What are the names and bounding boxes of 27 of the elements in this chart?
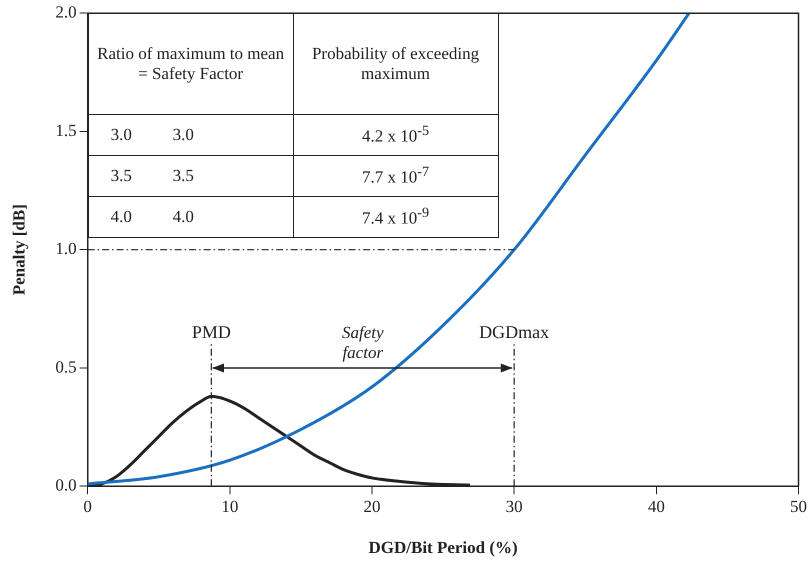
x-tick-label: 30 bbox=[506, 496, 523, 516]
annotation: Ratio of maximum to mean = Safety Factor bbox=[88, 14, 294, 115]
annotation: 3.0 bbox=[172, 125, 195, 146]
x-tick-label: 50 bbox=[790, 496, 807, 516]
annotation: 4.2 x 10$^{-5}$ bbox=[293, 114, 498, 156]
x-tick-label: 20 bbox=[363, 496, 380, 516]
x-tick-label: 40 bbox=[648, 496, 665, 516]
annotation: 7.4 x 10$^{-9}$ bbox=[293, 196, 498, 238]
y-axis-title: Penalty [dB] bbox=[10, 204, 29, 296]
ref-line-label: PMD bbox=[192, 322, 231, 342]
y-tick-label: 1.5 bbox=[55, 120, 77, 140]
y-tick-label: 0.0 bbox=[55, 476, 77, 495]
annotation: 4.0 bbox=[110, 206, 133, 227]
ref-line-label: DGDmax bbox=[479, 322, 550, 342]
annotation: Safety factor bbox=[342, 322, 384, 362]
annotation: 7.7 x 10$^{-7}$ bbox=[293, 156, 498, 196]
x-tick-label: 0 bbox=[83, 496, 92, 516]
annotation: 3.0 bbox=[110, 125, 133, 146]
annotation: 3.5 bbox=[172, 166, 195, 186]
y-tick-label: 1.0 bbox=[55, 239, 77, 258]
y-tick-label: 2.0 bbox=[55, 2, 77, 22]
annotation: 4.0 bbox=[172, 206, 195, 227]
x-axis-title: DGD/Bit Period (%) bbox=[368, 538, 518, 558]
annotation: Probability of exceeding maximum bbox=[293, 14, 498, 115]
x-tick-label: 10 bbox=[221, 496, 238, 516]
y-tick-label: 0.5 bbox=[55, 357, 77, 376]
annotation: 3.5 bbox=[110, 166, 133, 186]
